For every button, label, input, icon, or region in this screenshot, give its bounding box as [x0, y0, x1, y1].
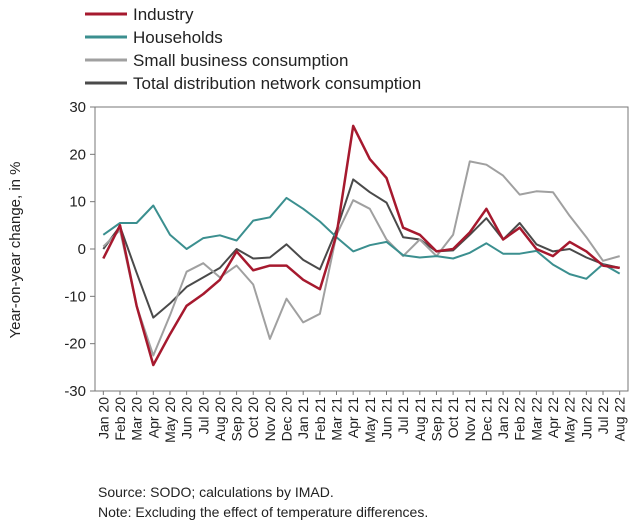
- legend-label: Total distribution network consumption: [133, 74, 421, 93]
- x-tick-label: Nov 20: [262, 397, 278, 442]
- y-tick-label: -10: [64, 288, 86, 305]
- legend-label: Households: [133, 28, 223, 47]
- x-tick-label: May 22: [562, 397, 578, 443]
- legend-label: Small business consumption: [133, 51, 348, 70]
- x-tick-label: May 21: [362, 397, 378, 443]
- series-line: [102, 196, 621, 280]
- x-tick-label: Feb 20: [112, 397, 128, 441]
- x-tick-label: Nov 21: [462, 397, 478, 442]
- x-tick-label: Feb 21: [312, 397, 328, 441]
- x-tick-label: Feb 22: [512, 397, 528, 441]
- x-tick-label: Aug 22: [612, 397, 628, 442]
- x-tick-label: Dec 20: [279, 397, 295, 442]
- series-lines: [102, 124, 621, 367]
- x-tick-label: Mar 22: [528, 397, 544, 441]
- series-line: [102, 178, 620, 319]
- x-tick-label: Jul 21: [395, 397, 411, 435]
- legend-label: Industry: [133, 5, 194, 24]
- x-axis: Jan 20 Feb 20 Mar 20 Apr 20 May 20 Jun 20 Jul …: [95, 391, 628, 443]
- y-tick-label: -20: [64, 336, 86, 353]
- x-tick-label: Jun 20: [179, 397, 195, 439]
- x-tick-label: Sep 21: [428, 397, 444, 442]
- x-tick-label: Apr 21: [345, 397, 361, 438]
- x-tick-label: Apr 22: [545, 397, 561, 438]
- x-tick-label: Sep 20: [229, 397, 245, 442]
- x-tick-label: Mar 21: [329, 397, 345, 441]
- y-axis: -30 -20 -10 0 10 20 30: [64, 99, 95, 400]
- legend: Industry Households Small business consump…: [85, 5, 421, 93]
- x-tick-label: Oct 20: [245, 397, 261, 438]
- plot-frame: [94, 106, 629, 392]
- x-tick-label: Jan 21: [295, 397, 311, 439]
- x-tick-label: Dec 21: [478, 397, 494, 442]
- x-tick-label: May 20: [162, 397, 178, 443]
- x-tick-label: Jan 22: [495, 397, 511, 439]
- x-tick-label: Apr 20: [145, 397, 161, 438]
- source-note: Source: SODO; calculations by IMAD.: [98, 484, 334, 500]
- x-tick-label: Jul 22: [595, 397, 611, 435]
- x-tick-label: Oct 21: [445, 397, 461, 438]
- y-tick-label: 20: [69, 146, 86, 163]
- y-tick-label: 30: [69, 99, 86, 116]
- x-tick-label: Jul 20: [195, 397, 211, 435]
- x-tick-label: Mar 20: [129, 397, 145, 441]
- y-tick-label: 10: [69, 194, 86, 211]
- series-line: [102, 124, 620, 367]
- y-axis-title: Year-on-year change, in %: [7, 161, 24, 338]
- series-line: [102, 160, 620, 357]
- x-tick-label: Aug 20: [212, 397, 228, 442]
- x-tick-label: Jan 20: [95, 397, 111, 439]
- x-tick-label: Jun 22: [578, 397, 594, 439]
- y-tick-label: 0: [78, 241, 86, 258]
- x-tick-label: Jun 21: [378, 397, 394, 439]
- x-tick-label: Aug 21: [412, 397, 428, 442]
- y-tick-label: -30: [64, 383, 86, 400]
- footnote: Note: Excluding the effect of temperatur…: [98, 504, 429, 520]
- line-chart: Industry Households Small business consump…: [7, 5, 629, 443]
